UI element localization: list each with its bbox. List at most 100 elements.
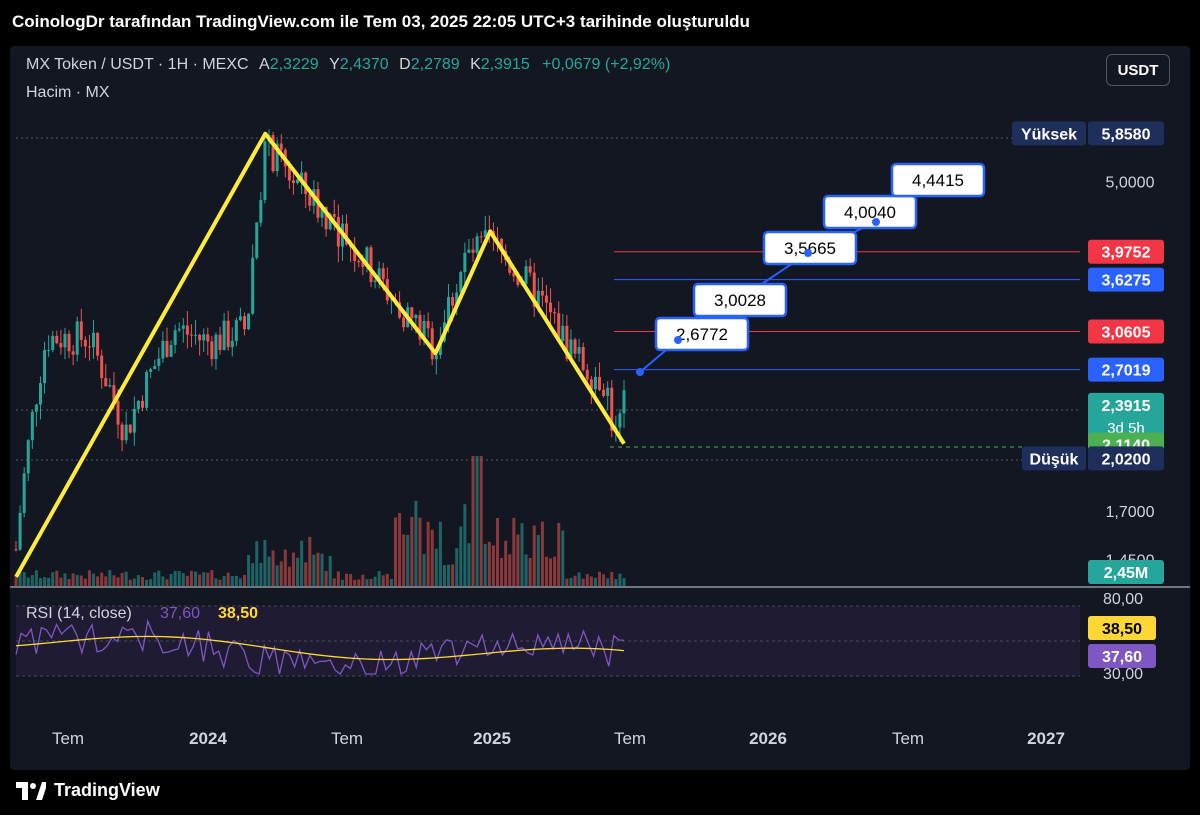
volume-bar <box>238 578 242 586</box>
currency-button[interactable]: USDT <box>1106 54 1170 86</box>
volume-bar <box>447 564 451 586</box>
candle-body <box>430 328 434 360</box>
candle-body <box>324 206 328 230</box>
volume-legend[interactable]: Hacim · MX <box>26 84 110 101</box>
tradingview-logo[interactable]: TradingView <box>16 780 160 801</box>
candle-body <box>618 413 622 428</box>
target-label: 4,4415 <box>912 171 964 190</box>
tradingview-logo-icon <box>16 781 46 800</box>
candle-body <box>463 252 467 273</box>
volume-bar <box>467 543 471 586</box>
candle-body <box>589 379 593 390</box>
volume-bar <box>504 540 508 586</box>
candle-body <box>222 320 226 350</box>
volume-bar <box>198 574 202 586</box>
candle-body <box>544 295 548 303</box>
rsi-line <box>15 618 625 676</box>
price-tick: 5,0000 <box>1106 175 1155 192</box>
volume-bar <box>557 522 561 586</box>
volume-bar <box>300 540 304 586</box>
volume-bar <box>124 571 128 586</box>
candle-body <box>287 166 291 181</box>
volume-bar <box>577 572 581 586</box>
price-label-text: 2,0200 <box>1102 451 1151 468</box>
volume-bar <box>585 574 589 586</box>
price-label-bg <box>1088 446 1164 471</box>
price-label-4: 2,7019 <box>1088 357 1164 382</box>
candle-body <box>528 266 532 273</box>
price-label-bg <box>1088 392 1164 441</box>
candle-body <box>140 400 144 408</box>
candle-body <box>189 334 193 336</box>
price-label-7: 2,0200 Düşük <box>1022 446 1164 471</box>
high-key: Y <box>329 56 340 73</box>
candle-body <box>438 341 442 356</box>
rsi-ma-line <box>15 635 625 661</box>
volume-bar <box>132 578 136 586</box>
target-callout-5: 4,4415 <box>890 162 986 198</box>
candle-body <box>381 268 385 280</box>
volume-bar <box>247 555 251 586</box>
volume-bar <box>316 552 320 586</box>
candle-body <box>508 260 512 273</box>
double-top-pattern <box>14 131 626 578</box>
candle-body <box>593 377 597 390</box>
target-callout-4: 4,0040 <box>822 194 918 230</box>
candle-body <box>581 347 585 370</box>
volume-bar <box>51 572 55 586</box>
volume-bar <box>373 576 377 586</box>
volume-bar <box>96 576 100 586</box>
volume-bar <box>275 565 279 586</box>
header-title: CoinologDr tarafından TradingView.com il… <box>12 12 750 31</box>
candle-body <box>14 549 18 551</box>
price-label-text: 5,8580 <box>1102 126 1151 143</box>
time-tick: Tem <box>331 729 363 748</box>
volume-bar <box>222 576 226 586</box>
volume-bar <box>136 575 140 586</box>
target-callout-2: 3,0028 <box>692 282 788 318</box>
volume-bar <box>614 579 618 586</box>
volume-bar <box>540 521 544 586</box>
candle-body <box>414 315 418 319</box>
candle-body <box>447 297 451 323</box>
volume-bar <box>22 572 26 586</box>
candle-body <box>169 344 173 357</box>
volume-bar <box>544 556 548 586</box>
candle-body <box>112 385 116 401</box>
candle-body <box>434 355 438 360</box>
time-tick: Tem <box>892 729 924 748</box>
volume-bar <box>406 534 410 586</box>
volume-bar <box>55 570 59 586</box>
volume-bar <box>471 456 475 586</box>
candle-body <box>116 400 120 425</box>
volume-bar <box>218 579 222 586</box>
volume-bar <box>328 555 332 586</box>
volume-bar <box>496 517 500 586</box>
volume-bar <box>516 534 520 586</box>
target-point-1 <box>674 336 682 344</box>
price-label-text: 3,9752 <box>1102 245 1151 262</box>
volume-bar <box>598 571 602 586</box>
footer: TradingView <box>0 770 1200 815</box>
volume-bar <box>87 570 91 586</box>
candle-body <box>198 334 202 341</box>
target-point-0 <box>636 368 644 376</box>
change-value: +0,0679 (+2,92%) <box>542 56 671 73</box>
candle-body <box>455 292 459 306</box>
volume-bar <box>438 521 442 586</box>
chart-canvas[interactable]: 2,6772 3,0028 3,5665 4,0040 4,4415 RSI (14, c… <box>10 46 1190 770</box>
volume-bar <box>165 579 169 586</box>
rsi-band <box>16 606 1080 676</box>
volume-bar <box>226 572 230 586</box>
chart-panel[interactable]: 2,6772 3,0028 3,5665 4,0040 4,4415 RSI (14, c… <box>10 46 1190 770</box>
candle-body <box>377 268 381 281</box>
candle-body <box>557 313 561 341</box>
symbol-label[interactable]: MX Token / USDT · 1H · MEXC <box>26 56 249 73</box>
volume-bar <box>573 575 577 586</box>
candle-body <box>373 280 377 282</box>
candle-body <box>100 355 104 379</box>
candle-body <box>451 297 455 306</box>
candle-body <box>26 440 30 474</box>
volume-bar <box>385 573 389 586</box>
volume-bar <box>181 573 185 586</box>
